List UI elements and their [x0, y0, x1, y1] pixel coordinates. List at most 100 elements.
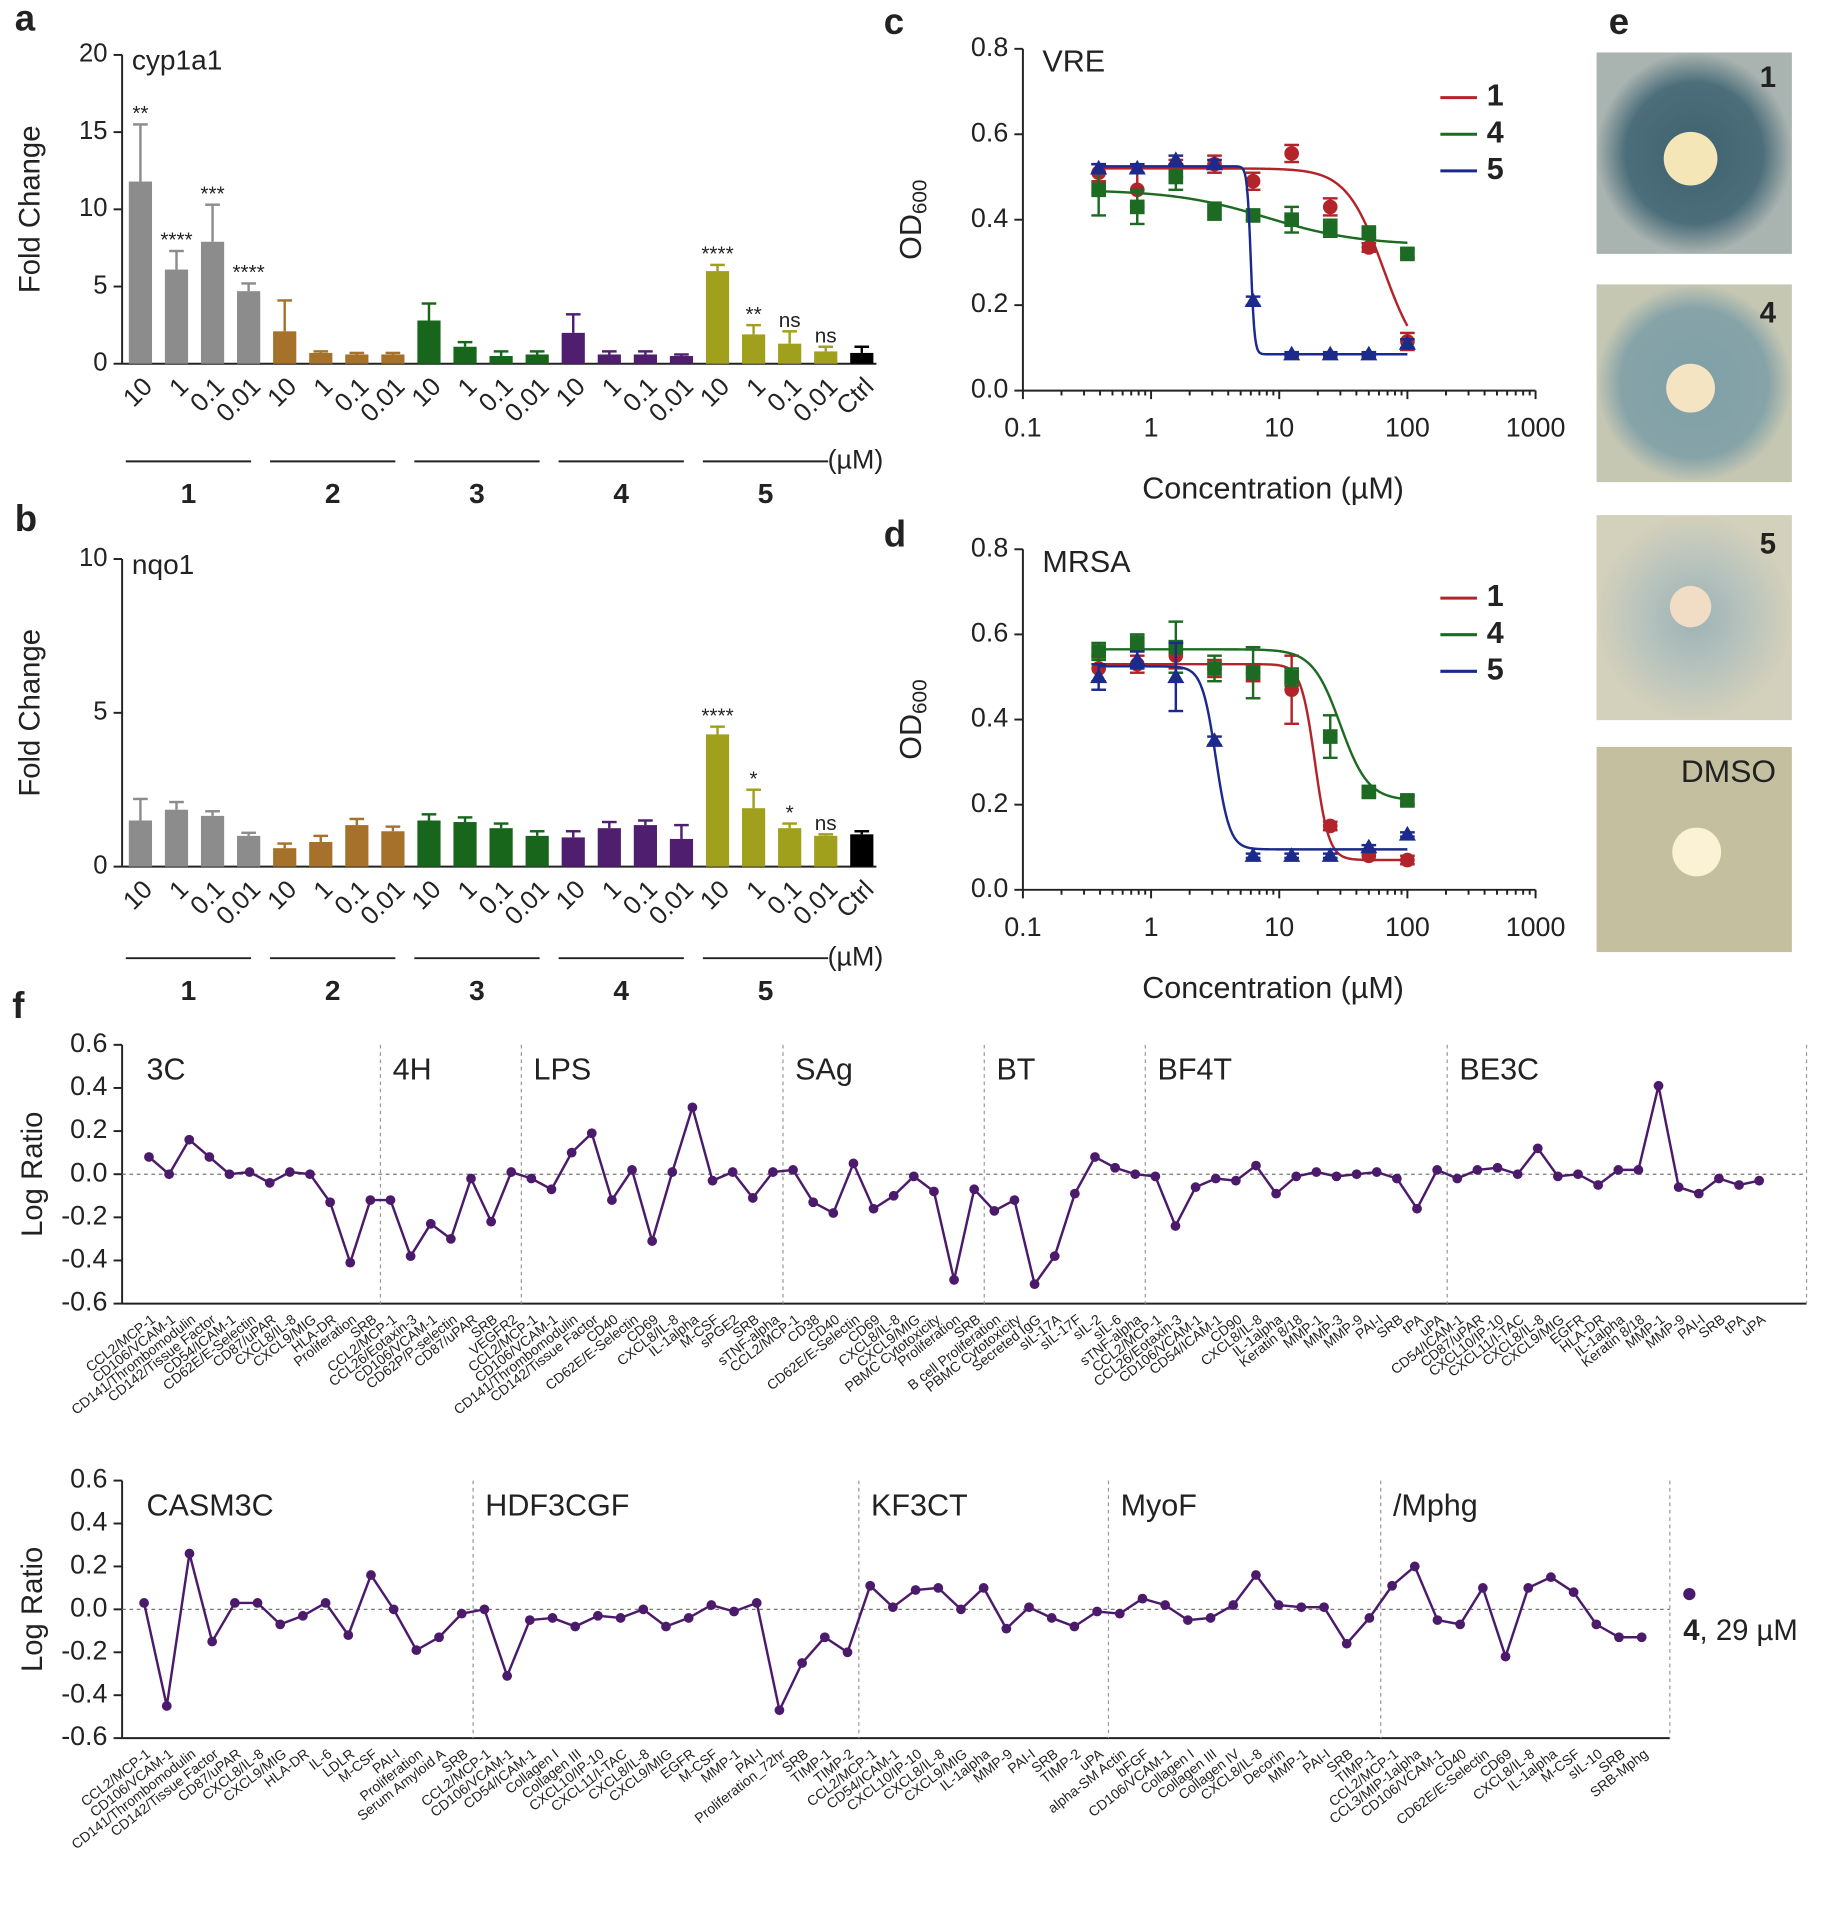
- point: [1351, 1169, 1362, 1180]
- y-tick-label: -0.2: [61, 1200, 107, 1230]
- y-axis-label: OD600: [894, 180, 932, 260]
- point: [683, 1613, 694, 1623]
- point: [139, 1598, 149, 1608]
- x-tick-label: 10: [551, 372, 591, 412]
- point: [506, 1167, 517, 1177]
- point: [1400, 246, 1415, 262]
- point: [345, 1257, 356, 1268]
- point: [1001, 1623, 1012, 1634]
- disc: [1663, 131, 1718, 186]
- y-tick-label: 0.4: [70, 1507, 107, 1537]
- section-label: 4H: [393, 1053, 432, 1087]
- point: [888, 1190, 899, 1201]
- point: [244, 1167, 255, 1177]
- y-axis-label: OD600: [894, 679, 932, 759]
- x-tick-label: 0.01: [500, 372, 555, 427]
- point: [184, 1548, 195, 1559]
- x-tick-label: 10: [118, 875, 158, 915]
- point: [908, 1171, 919, 1182]
- bar: [128, 181, 153, 364]
- significance: ***: [200, 182, 224, 205]
- point: [184, 1134, 195, 1145]
- point: [1591, 1619, 1602, 1630]
- section-label: SAg: [795, 1053, 853, 1087]
- point: [1137, 1593, 1148, 1604]
- y-tick-label: 0.4: [70, 1071, 107, 1101]
- point: [788, 1165, 798, 1175]
- x-tick-label: 0.1: [1004, 912, 1041, 942]
- y-tick-label: 0.4: [971, 703, 1008, 733]
- unit-label: (µM): [828, 941, 884, 971]
- point: [1341, 1638, 1352, 1649]
- x-tick-label: 0.01: [211, 875, 266, 930]
- point: [264, 1177, 275, 1188]
- point: [570, 1621, 581, 1632]
- x-tick-label: 0.01: [211, 372, 266, 427]
- point: [305, 1169, 315, 1180]
- y-tick-label: 0.6: [971, 617, 1008, 647]
- point: [1472, 1165, 1483, 1175]
- x-tick-label: 1000: [1506, 912, 1566, 942]
- y-tick-label: 10: [79, 194, 108, 222]
- point: [1361, 240, 1377, 255]
- bar: [778, 828, 802, 867]
- point: [1114, 1608, 1125, 1619]
- y-tick-label: 0.8: [971, 32, 1008, 62]
- point: [933, 1583, 944, 1593]
- point: [366, 1570, 376, 1580]
- x-tick-label: 0.01: [500, 875, 555, 930]
- point: [1245, 665, 1261, 681]
- point: [706, 1600, 717, 1610]
- point: [1546, 1572, 1556, 1583]
- bar: [200, 815, 225, 867]
- point: [1205, 155, 1224, 171]
- y-axis-label: Log Ratio: [16, 1547, 49, 1672]
- bar: [705, 271, 730, 364]
- point: [547, 1613, 558, 1623]
- x-tick-label: 1: [1144, 413, 1159, 443]
- chart-title: cyp1a1: [132, 45, 222, 76]
- point: [1283, 847, 1301, 862]
- point: [1553, 1171, 1563, 1182]
- panel-letter: b: [15, 498, 37, 539]
- x-tick-label: 1000: [1506, 413, 1566, 443]
- bar: [381, 354, 405, 364]
- point: [1614, 1632, 1624, 1643]
- point: [320, 1598, 331, 1608]
- y-tick-label: 0.6: [971, 117, 1008, 147]
- point: [1432, 1165, 1443, 1175]
- x-tick-label: 10: [262, 372, 302, 412]
- point: [956, 1604, 966, 1615]
- point: [1387, 1580, 1397, 1591]
- y-tick-label: 0.2: [70, 1114, 107, 1144]
- section-label: CASM3C: [147, 1489, 274, 1523]
- x-tick-label: 0.01: [355, 372, 410, 427]
- point: [546, 1184, 557, 1195]
- legend-label: 5: [1487, 152, 1504, 186]
- point: [1069, 1621, 1080, 1632]
- bar: [417, 820, 441, 867]
- point: [1319, 1602, 1329, 1613]
- bar: [273, 331, 297, 364]
- photo-label: 1: [1760, 61, 1776, 94]
- y-tick-label: 10: [79, 544, 108, 572]
- y-axis-label-sub: 600: [909, 180, 932, 215]
- point: [1321, 345, 1339, 361]
- agar-photos: [1596, 52, 1792, 953]
- significance: ns: [779, 309, 801, 332]
- y-tick-label: 5: [93, 698, 107, 726]
- bar: [345, 825, 369, 867]
- point: [1245, 173, 1261, 189]
- point: [1244, 292, 1262, 307]
- y-axis-label-main: OD: [894, 714, 928, 760]
- point: [1029, 1279, 1040, 1290]
- point: [1129, 199, 1145, 215]
- bar: [309, 842, 333, 867]
- fit-curve: [1098, 167, 1409, 327]
- point: [1714, 1173, 1724, 1184]
- point: [1361, 225, 1377, 240]
- y-tick-label: 0.2: [971, 788, 1008, 818]
- bar: [850, 834, 874, 867]
- point: [1167, 668, 1185, 684]
- y-tick-label: 0.2: [971, 288, 1008, 318]
